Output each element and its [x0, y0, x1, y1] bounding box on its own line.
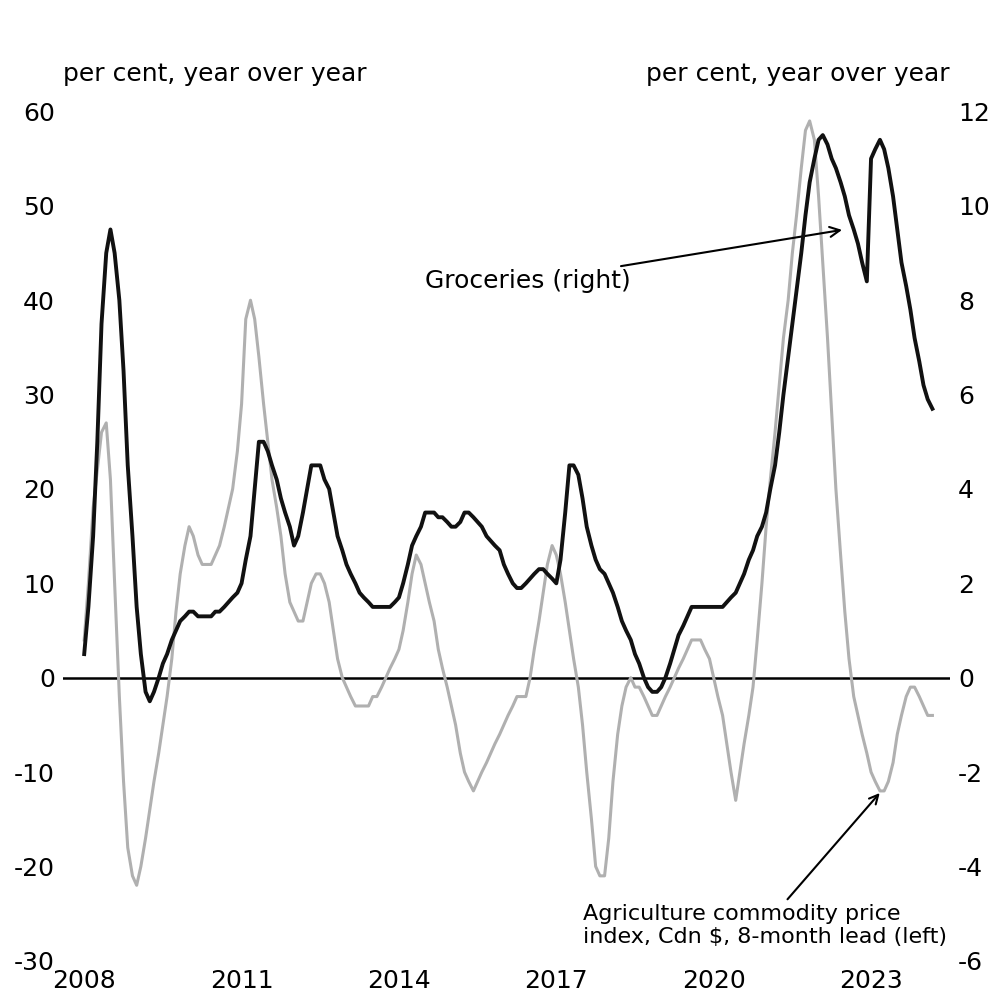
Text: per cent, year over year: per cent, year over year [646, 62, 950, 86]
Text: Groceries (right): Groceries (right) [425, 227, 840, 293]
Text: Agriculture commodity price
index, Cdn $, 8-month lead (left): Agriculture commodity price index, Cdn $… [583, 795, 947, 948]
Text: per cent, year over year: per cent, year over year [63, 62, 367, 86]
